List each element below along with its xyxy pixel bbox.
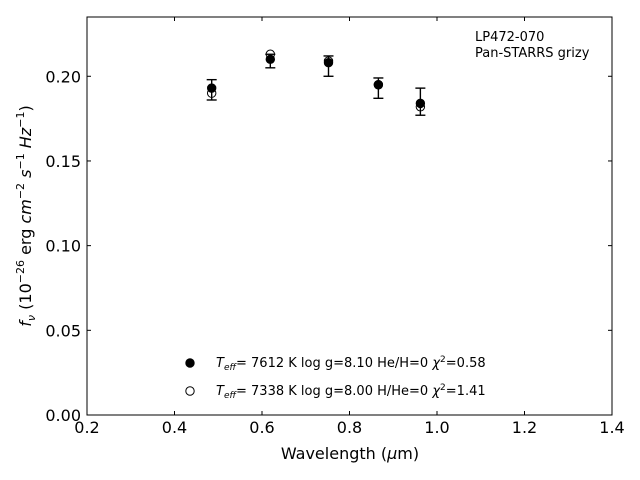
data-point-filled bbox=[415, 98, 426, 109]
x-tick-label: 1.4 bbox=[599, 418, 624, 437]
y-tick-label: 0.10 bbox=[45, 237, 81, 256]
x-tick-label: 0.6 bbox=[249, 418, 274, 437]
x-tick-label: 0.8 bbox=[337, 418, 362, 437]
legend-entry-1-logg: log g=8.10 bbox=[301, 356, 373, 371]
y-tick-label: 0.05 bbox=[45, 321, 81, 340]
y-tick-label: 0.15 bbox=[45, 152, 81, 171]
y-axis-label: fν (10−26 erg cm−2 s−1 Hz−1) bbox=[14, 105, 38, 326]
annotation-survey-name: Pan-STARRS grizy bbox=[475, 46, 590, 61]
data-point-filled bbox=[206, 83, 217, 93]
x-tick-label: 1.0 bbox=[424, 418, 449, 437]
x-tick-label: 1.2 bbox=[512, 418, 537, 437]
data-point-filled bbox=[265, 54, 276, 65]
x-axis-label: Wavelength (μm) bbox=[281, 444, 419, 463]
y-tick-label: 0.20 bbox=[45, 67, 81, 86]
legend-entry-2-comp: H/He=0 bbox=[377, 384, 428, 399]
legend-marker-open bbox=[185, 386, 195, 396]
annotation-object-name: LP472-070 bbox=[475, 30, 544, 45]
legend-entry-1-chi: =0.58 bbox=[446, 356, 486, 371]
ticks-group: 0.2 0.4 0.6 0.8 1.0 1.2 1.4 0.00 0.05 0.10 0.15 0.2… bbox=[45, 17, 625, 437]
x-tick-label: 0.4 bbox=[162, 418, 187, 437]
y-tick-label: 0.00 bbox=[45, 406, 81, 425]
legend-entry-1-comp: He/H=0 bbox=[377, 356, 428, 371]
legend-entry-2-chi: =1.41 bbox=[446, 384, 486, 399]
legend-entry-2-teff: 7338 K bbox=[251, 384, 297, 399]
legend: Teff= 7612 K log g=8.10 He/H=0 χ2=0.58 T… bbox=[185, 355, 486, 401]
data-point-filled bbox=[373, 80, 384, 90]
legend-entry-1-teff: 7612 K bbox=[251, 356, 297, 371]
legend-marker-filled bbox=[185, 358, 195, 368]
legend-entry-1: Teff= 7612 K log g=8.10 He/H=0 χ2=0.58 bbox=[216, 355, 486, 373]
x-tick-label: 0.2 bbox=[74, 418, 99, 437]
data-point-filled bbox=[323, 58, 334, 68]
legend-entry-2-logg: log g=8.00 bbox=[301, 384, 373, 399]
data-marks-group bbox=[206, 49, 426, 116]
legend-entry-2: Teff= 7338 K log g=8.00 H/He=0 χ2=1.41 bbox=[216, 383, 486, 401]
